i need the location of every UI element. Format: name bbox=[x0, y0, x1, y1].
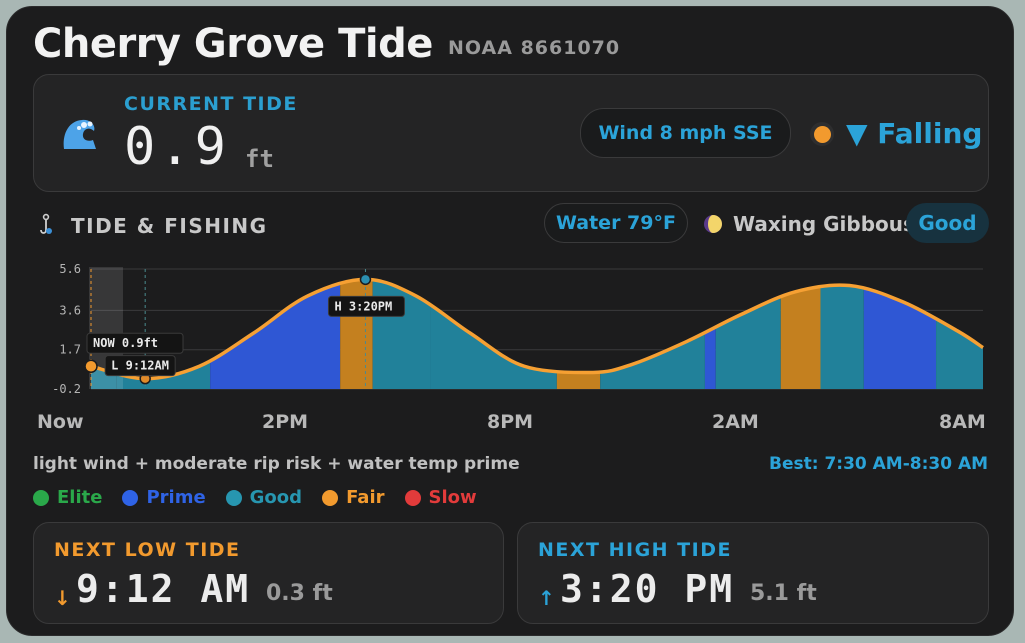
quality-segment-good bbox=[820, 279, 864, 389]
quality-segment-fair bbox=[556, 279, 601, 389]
legend-dot bbox=[404, 489, 421, 506]
fishing-rating-badge: Good bbox=[906, 203, 989, 243]
x-tick-label: 8AM bbox=[939, 411, 986, 433]
next-high-label: NEXT HIGH TIDE bbox=[538, 539, 732, 561]
quality-segment-good bbox=[372, 279, 431, 389]
low-tide-label-bg bbox=[104, 355, 176, 377]
next-high-tide-panel: NEXT HIGH TIDE ↑ 3:20 PM 5.1 ft bbox=[517, 522, 989, 624]
wave-icon bbox=[63, 119, 96, 149]
x-tick-label: Now bbox=[37, 411, 84, 433]
tide-card: Cherry Grove Tide NOAA 8661070 CURRENT T… bbox=[6, 6, 1014, 636]
current-tide-unit: ft bbox=[245, 145, 274, 173]
down-arrow-icon: ↓ bbox=[54, 586, 71, 610]
current-tide-panel: CURRENT TIDE 0.9 ft Wind 8 mph SSE ▼ Fal… bbox=[33, 74, 989, 192]
legend-item-prime: Prime bbox=[122, 487, 206, 508]
now-label: NOW 0.9ft bbox=[93, 336, 158, 350]
next-low-time: 9:12 AM bbox=[76, 567, 251, 611]
now-label-bg bbox=[86, 332, 184, 354]
legend-label: Good bbox=[249, 487, 303, 508]
wind-pill: Wind 8 mph SSE bbox=[580, 108, 791, 158]
next-low-height: 0.3 ft bbox=[266, 581, 333, 606]
next-high-height: 5.1 ft bbox=[750, 581, 817, 606]
legend-item-good: Good bbox=[225, 487, 303, 508]
legend-item-fair: Fair bbox=[322, 487, 385, 508]
quality-segment-prime bbox=[863, 279, 937, 389]
legend-label: Prime bbox=[146, 487, 206, 508]
quality-segment-prime bbox=[704, 279, 716, 389]
quality-segment-fair bbox=[780, 279, 821, 389]
water-temp-pill: Water 79°F bbox=[544, 203, 688, 243]
tide-curve bbox=[90, 277, 984, 381]
up-arrow-icon: ↑ bbox=[538, 586, 555, 610]
x-tick-label: 2AM bbox=[712, 411, 759, 433]
now-marker bbox=[84, 359, 98, 373]
high-tide-label: H 3:20PM bbox=[334, 299, 392, 313]
y-tick-label: 5.6 bbox=[59, 262, 81, 276]
tide-chart: 5.6 3.6 1.7 -0.2 L 9:12AM H 3:20PM NOW 0.9ft bbox=[52, 262, 984, 396]
x-tick-label: 2PM bbox=[262, 411, 309, 433]
trend-dot-icon bbox=[810, 122, 834, 146]
x-axis: Now 2PM 8PM 2AM 8AM bbox=[7, 411, 1015, 437]
legend-dot bbox=[33, 489, 49, 506]
x-tick-label: 8PM bbox=[487, 411, 534, 433]
legend-dot bbox=[122, 489, 139, 506]
page-title: Cherry Grove Tide bbox=[33, 21, 433, 67]
legend-label: Fair bbox=[346, 487, 385, 508]
waxing-gibbous-moon-icon bbox=[704, 215, 722, 233]
current-tide-value: 0.9 bbox=[124, 117, 230, 177]
current-tide-label: CURRENT TIDE bbox=[124, 93, 298, 115]
next-low-tide-panel: NEXT LOW TIDE ↓ 9:12 AM 0.3 ft bbox=[33, 522, 504, 624]
next-high-time: 3:20 PM bbox=[560, 567, 735, 611]
y-tick-label: -0.2 bbox=[52, 382, 81, 396]
next-low-label: NEXT LOW TIDE bbox=[54, 539, 241, 561]
legend-item-elite: Elite bbox=[33, 487, 102, 508]
moon-phase: Waxing Gibbous bbox=[733, 212, 915, 236]
legend-label: Elite bbox=[57, 487, 103, 508]
legend-label: Slow bbox=[428, 487, 477, 508]
legend-item-slow: Slow bbox=[404, 487, 477, 508]
conditions-summary: light wind + moderate rip risk + water t… bbox=[33, 454, 520, 474]
high-tide-marker bbox=[359, 273, 372, 286]
best-time: Best: 7:30 AM-8:30 AM bbox=[769, 454, 989, 474]
y-tick-label: 1.7 bbox=[59, 343, 81, 357]
y-tick-label: 3.6 bbox=[59, 303, 81, 317]
section-title: TIDE & FISHING bbox=[71, 214, 268, 238]
quality-segment-prime bbox=[210, 279, 341, 389]
legend-dot bbox=[225, 489, 242, 506]
fishing-hook-icon bbox=[40, 213, 52, 234]
tide-trend: ▼ Falling bbox=[846, 117, 983, 150]
legend: Elite Prime Good Fair Slow bbox=[33, 487, 477, 508]
station-id: NOAA 8661070 bbox=[448, 37, 621, 59]
low-tide-label: L 9:12AM bbox=[111, 359, 169, 373]
legend-dot bbox=[322, 489, 339, 506]
high-tide-label-bg bbox=[327, 295, 405, 317]
